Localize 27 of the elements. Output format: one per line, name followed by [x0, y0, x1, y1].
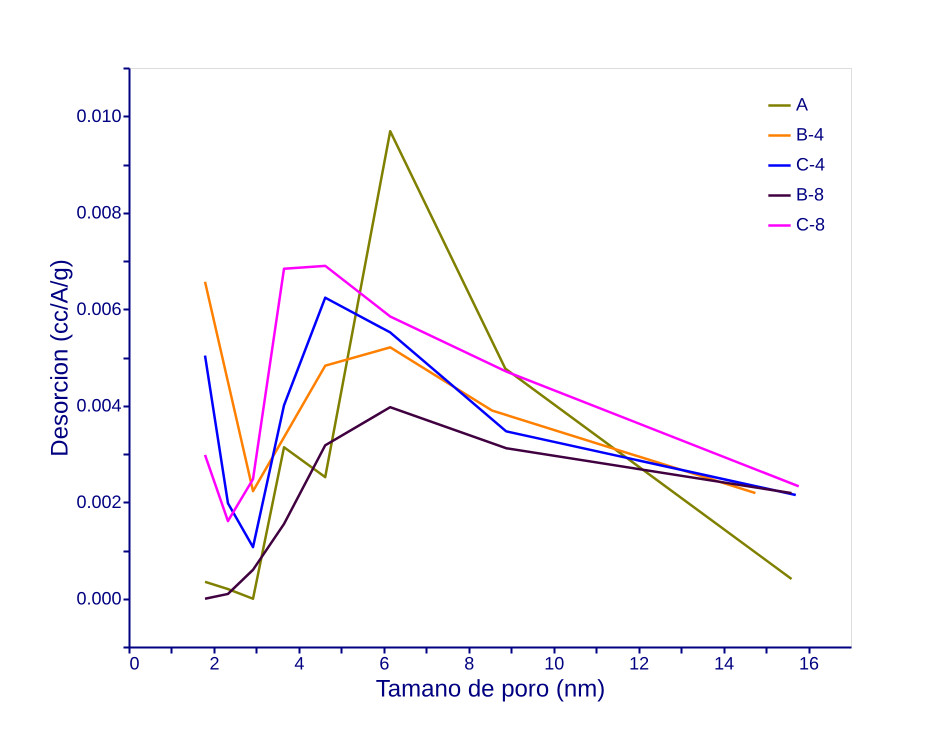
x-axis-title: Tamano de poro (nm) — [376, 676, 606, 702]
line-series — [204, 406, 793, 600]
legend-label: C-8 — [796, 214, 826, 234]
x-tick-label: 6 — [379, 654, 390, 674]
x-tick-label: 2 — [209, 654, 220, 674]
y-tick-label: 0.010 — [76, 106, 122, 126]
x-tick-label: 8 — [464, 654, 474, 674]
legend-label: C-4 — [796, 154, 826, 174]
line-series — [204, 296, 798, 548]
legend-label: B-8 — [796, 184, 824, 204]
y-axis-title: Desorcion (cc/A/g) — [46, 259, 74, 457]
line-series — [204, 130, 793, 600]
x-tick-label: 12 — [629, 654, 650, 674]
x-tick-label: 4 — [294, 654, 304, 674]
y-tick-label: 0.004 — [76, 395, 122, 416]
x-tick-label: 0 — [130, 654, 140, 674]
legend-label: B-4 — [796, 124, 824, 144]
legend-label: A — [796, 94, 808, 114]
x-tick-label: 10 — [544, 654, 564, 674]
y-tick-label: 0.002 — [76, 492, 122, 512]
y-tick-label: 0.008 — [76, 202, 122, 222]
y-tick-label: 0.000 — [76, 588, 122, 608]
x-tick-label: 14 — [714, 654, 734, 674]
y-tick-label: 0.006 — [76, 298, 122, 319]
line-series — [204, 264, 800, 522]
line-series — [204, 280, 757, 494]
x-tick-label: 16 — [799, 654, 820, 674]
